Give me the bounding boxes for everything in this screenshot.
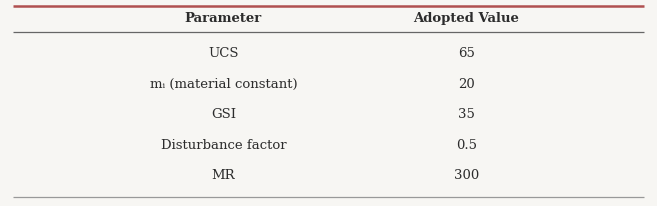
Text: 35: 35 — [458, 108, 475, 121]
Text: Parameter: Parameter — [185, 12, 262, 25]
Text: mᵢ (material constant): mᵢ (material constant) — [150, 77, 297, 91]
Text: Disturbance factor: Disturbance factor — [160, 138, 286, 152]
Text: UCS: UCS — [208, 47, 238, 60]
Text: Adopted Value: Adopted Value — [413, 12, 520, 25]
Text: 0.5: 0.5 — [456, 138, 477, 152]
Text: 20: 20 — [458, 77, 475, 91]
Text: 65: 65 — [458, 47, 475, 60]
Text: GSI: GSI — [211, 108, 236, 121]
Text: 300: 300 — [454, 169, 479, 182]
Text: MR: MR — [212, 169, 235, 182]
